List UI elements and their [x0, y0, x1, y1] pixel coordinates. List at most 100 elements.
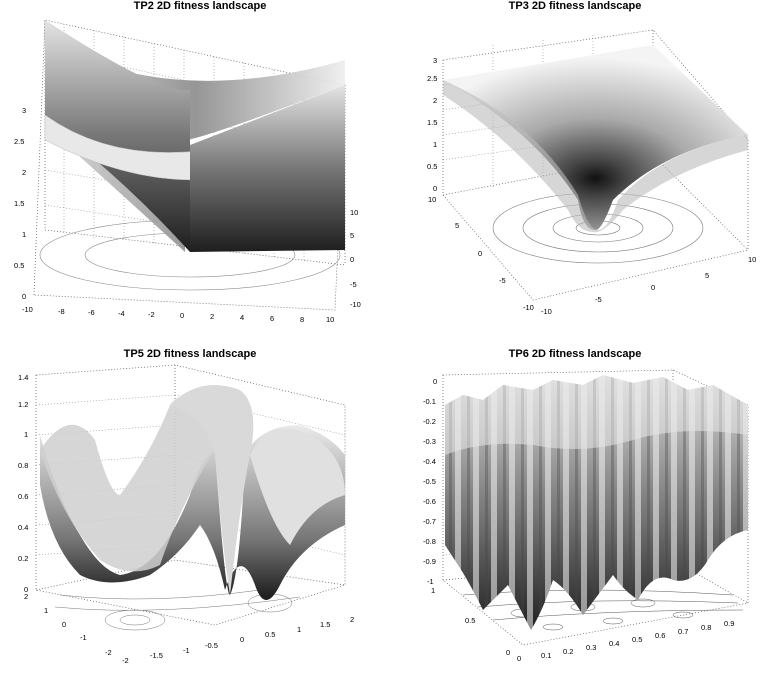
- x-tick: -1: [183, 646, 190, 655]
- z-tick: 1.5: [14, 199, 24, 208]
- x-tick: 2: [210, 312, 214, 321]
- y-ticks: -10 -5 0 5 10: [428, 195, 534, 312]
- x-tick: 0.5: [632, 635, 642, 644]
- z-tick: -0.7: [423, 517, 436, 526]
- x-tick: -10: [541, 307, 552, 316]
- x-tick: 4: [240, 313, 244, 322]
- chart-tp2: TP2 2D fitness landscape: [0, 0, 380, 330]
- y-tick: -5: [350, 280, 357, 289]
- z-tick: -0.3: [423, 437, 436, 446]
- x-tick: 0.9: [724, 619, 734, 628]
- y-tick: 0: [350, 255, 354, 264]
- z-tick: -0.4: [423, 457, 436, 466]
- z-tick: 1: [24, 430, 28, 439]
- y-tick: -10: [523, 303, 534, 312]
- surface: [44, 20, 345, 252]
- z-ticks: 0 0.5 1 1.5 2 2.5 3: [427, 56, 437, 193]
- z-tick: 0.5: [427, 162, 437, 171]
- x-tick: 8: [300, 315, 304, 324]
- z-tick: 0.5: [14, 261, 24, 270]
- z-tick: -0.5: [423, 477, 436, 486]
- chart-tp6: TP6 2D fitness landscape: [383, 345, 765, 673]
- y-tick: 0: [478, 249, 482, 258]
- z-tick: 2.5: [14, 137, 24, 146]
- z-tick: 0.8: [18, 461, 28, 470]
- z-tick: 0: [24, 585, 28, 594]
- x-tick: -2: [148, 310, 155, 319]
- x-tick: -8: [58, 307, 65, 316]
- z-tick: 1.5: [427, 118, 437, 127]
- x-tick: -1.5: [150, 651, 163, 660]
- x-tick: 0.5: [265, 630, 275, 639]
- y-tick: 5: [350, 231, 354, 240]
- x-tick: 0.1: [541, 651, 551, 660]
- chart-title: TP5 2D fitness landscape: [123, 348, 257, 360]
- x-tick: 10: [748, 255, 756, 264]
- tp6-plot: 0 0.1 0.2 0.3 0.4 0.5 0.6 0.7 0.8 0.9 0 …: [423, 369, 749, 663]
- x-tick: 0: [651, 283, 655, 292]
- x-tick: 0.7: [678, 627, 688, 636]
- y-ticks: -10 -5 0 5 10: [350, 208, 361, 309]
- y-tick: -5: [499, 276, 506, 285]
- y-tick: 1: [431, 586, 435, 595]
- y-tick: -2: [105, 648, 112, 657]
- z-tick: -0.6: [423, 497, 436, 506]
- z-tick: -1: [427, 577, 434, 586]
- y-tick: 0: [62, 620, 66, 629]
- tp2-plot: -10 -8 -6 -4 -2 0 2 4 6 8 10 -10 -5 0 5 …: [14, 19, 361, 324]
- surface: [443, 45, 748, 233]
- z-ticks: 0 0.5 1 1.5 2 2.5 3: [14, 106, 26, 301]
- x-tick: 0: [240, 635, 244, 644]
- z-tick: 1: [22, 230, 26, 239]
- x-tick: 6: [270, 314, 274, 323]
- x-tick: -2: [122, 656, 129, 665]
- x-tick: -5: [595, 295, 602, 304]
- x-tick: -4: [118, 309, 125, 318]
- x-tick: 2: [350, 615, 354, 624]
- x-tick: -6: [88, 308, 95, 317]
- y-tick: 5: [455, 221, 459, 230]
- x-tick: 5: [705, 271, 709, 280]
- tp5-plot: -2 -1.5 -1 -0.5 0 0.5 1 1.5 2 -2 -1 0 1 …: [18, 364, 354, 665]
- x-tick: 0: [180, 311, 184, 320]
- surface: [445, 375, 748, 630]
- z-tick: 3: [433, 56, 437, 65]
- x-ticks: 0 0.1 0.2 0.3 0.4 0.5 0.6 0.7 0.8 0.9: [517, 619, 734, 663]
- y-tick: 10: [350, 208, 358, 217]
- z-tick: 3: [22, 106, 26, 115]
- chart-title: TP6 2D fitness landscape: [508, 348, 642, 360]
- chart-title: TP2 2D fitness landscape: [133, 0, 267, 12]
- y-ticks: 0 0.5 1: [431, 586, 510, 657]
- x-tick: 1.5: [320, 620, 330, 629]
- y-tick: 10: [428, 195, 436, 204]
- z-tick: 0: [433, 377, 437, 386]
- chart-tp5: TP5 2D fitness landscape: [0, 345, 380, 673]
- z-tick: 2: [433, 96, 437, 105]
- x-tick: 0: [517, 654, 521, 663]
- y-tick: -1: [80, 633, 87, 642]
- z-tick: 1: [433, 140, 437, 149]
- z-tick: -0.2: [423, 417, 436, 426]
- chart-title: TP3 2D fitness landscape: [508, 0, 642, 12]
- surface: [40, 385, 345, 600]
- z-tick: -0.9: [423, 557, 436, 566]
- chart-tp3: TP3 2D fitness landscape -10 -: [383, 0, 765, 330]
- z-tick: 0: [22, 292, 26, 301]
- z-tick: 1.4: [18, 373, 28, 382]
- x-tick: 0.8: [701, 623, 711, 632]
- z-tick: 0.6: [18, 492, 28, 501]
- z-tick: 2: [22, 168, 26, 177]
- x-tick: 0.6: [655, 631, 665, 640]
- x-tick: 10: [326, 315, 334, 324]
- x-ticks: -10 -5 0 5 10: [541, 255, 756, 316]
- x-tick: 1: [297, 625, 301, 634]
- y-tick: -10: [350, 300, 361, 309]
- y-tick: 0.5: [465, 616, 475, 625]
- x-ticks: -10 -8 -6 -4 -2 0 2 4 6 8 10: [22, 305, 334, 324]
- z-ticks: 0 0.2 0.4 0.6 0.8 1 1.2 1.4: [18, 373, 28, 594]
- x-tick: 0.4: [609, 639, 619, 648]
- z-tick: 1.2: [18, 400, 28, 409]
- x-tick: 0.2: [563, 647, 573, 656]
- z-tick: 0.4: [18, 523, 28, 532]
- x-tick: -0.5: [205, 641, 218, 650]
